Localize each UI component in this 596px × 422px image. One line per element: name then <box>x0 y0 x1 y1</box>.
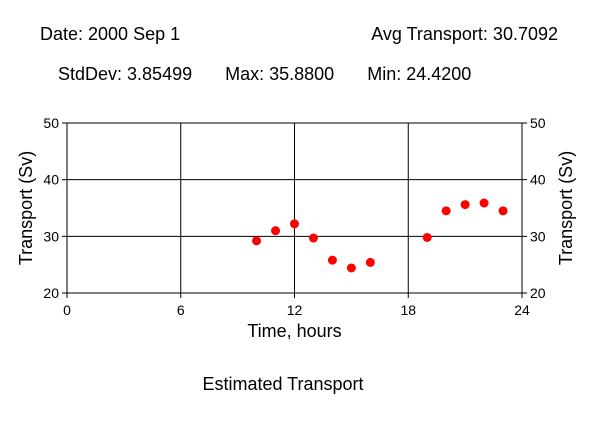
x-tick-label: 6 <box>177 302 185 318</box>
avg-transport-label: Avg Transport: 30.7092 <box>371 24 558 44</box>
data-point <box>290 219 299 229</box>
y-tick-label-left: 50 <box>43 115 59 131</box>
grid <box>67 123 522 293</box>
data-point <box>308 233 318 243</box>
data-point <box>252 236 262 246</box>
x-tick-label: 0 <box>63 302 71 318</box>
max-label: Max: 35.8800 <box>225 64 335 84</box>
min-label: Min: 24.4200 <box>367 64 472 84</box>
y-tick-label-left: 20 <box>43 285 59 301</box>
x-tick-label: 12 <box>287 302 303 318</box>
data-point <box>460 200 470 210</box>
y-axis-label-left: Transport (Sv) <box>16 151 36 265</box>
x-tick-label: 18 <box>400 302 416 318</box>
y-tick-label-left: 30 <box>43 228 59 244</box>
data-point <box>327 255 337 265</box>
y-tick-label-left: 40 <box>43 172 59 188</box>
data-point <box>498 206 508 216</box>
data-points <box>252 198 508 273</box>
data-point <box>271 226 281 236</box>
y-tick-label-right: 30 <box>530 228 546 244</box>
y-axis-label-right: Transport (Sv) <box>556 151 576 265</box>
x-axis-label: Time, hours <box>247 321 341 341</box>
y-tick-label-right: 50 <box>530 115 546 131</box>
date-label: Date: 2000 Sep 1 <box>40 24 181 44</box>
chart-title: Estimated Transport <box>202 374 364 394</box>
stats-row: StdDev: 3.85499 Max: 35.8800 Min: 24.420… <box>58 64 499 85</box>
data-point <box>346 263 356 273</box>
data-point <box>365 257 375 267</box>
data-point <box>479 198 489 208</box>
axis-ticks <box>62 122 527 298</box>
data-point <box>441 206 451 216</box>
data-point <box>422 232 432 242</box>
y-tick-label-right: 20 <box>530 285 546 301</box>
stddev-label: StdDev: 3.85499 <box>58 64 193 84</box>
x-tick-label: 24 <box>514 302 530 318</box>
y-tick-label-right: 40 <box>530 172 546 188</box>
